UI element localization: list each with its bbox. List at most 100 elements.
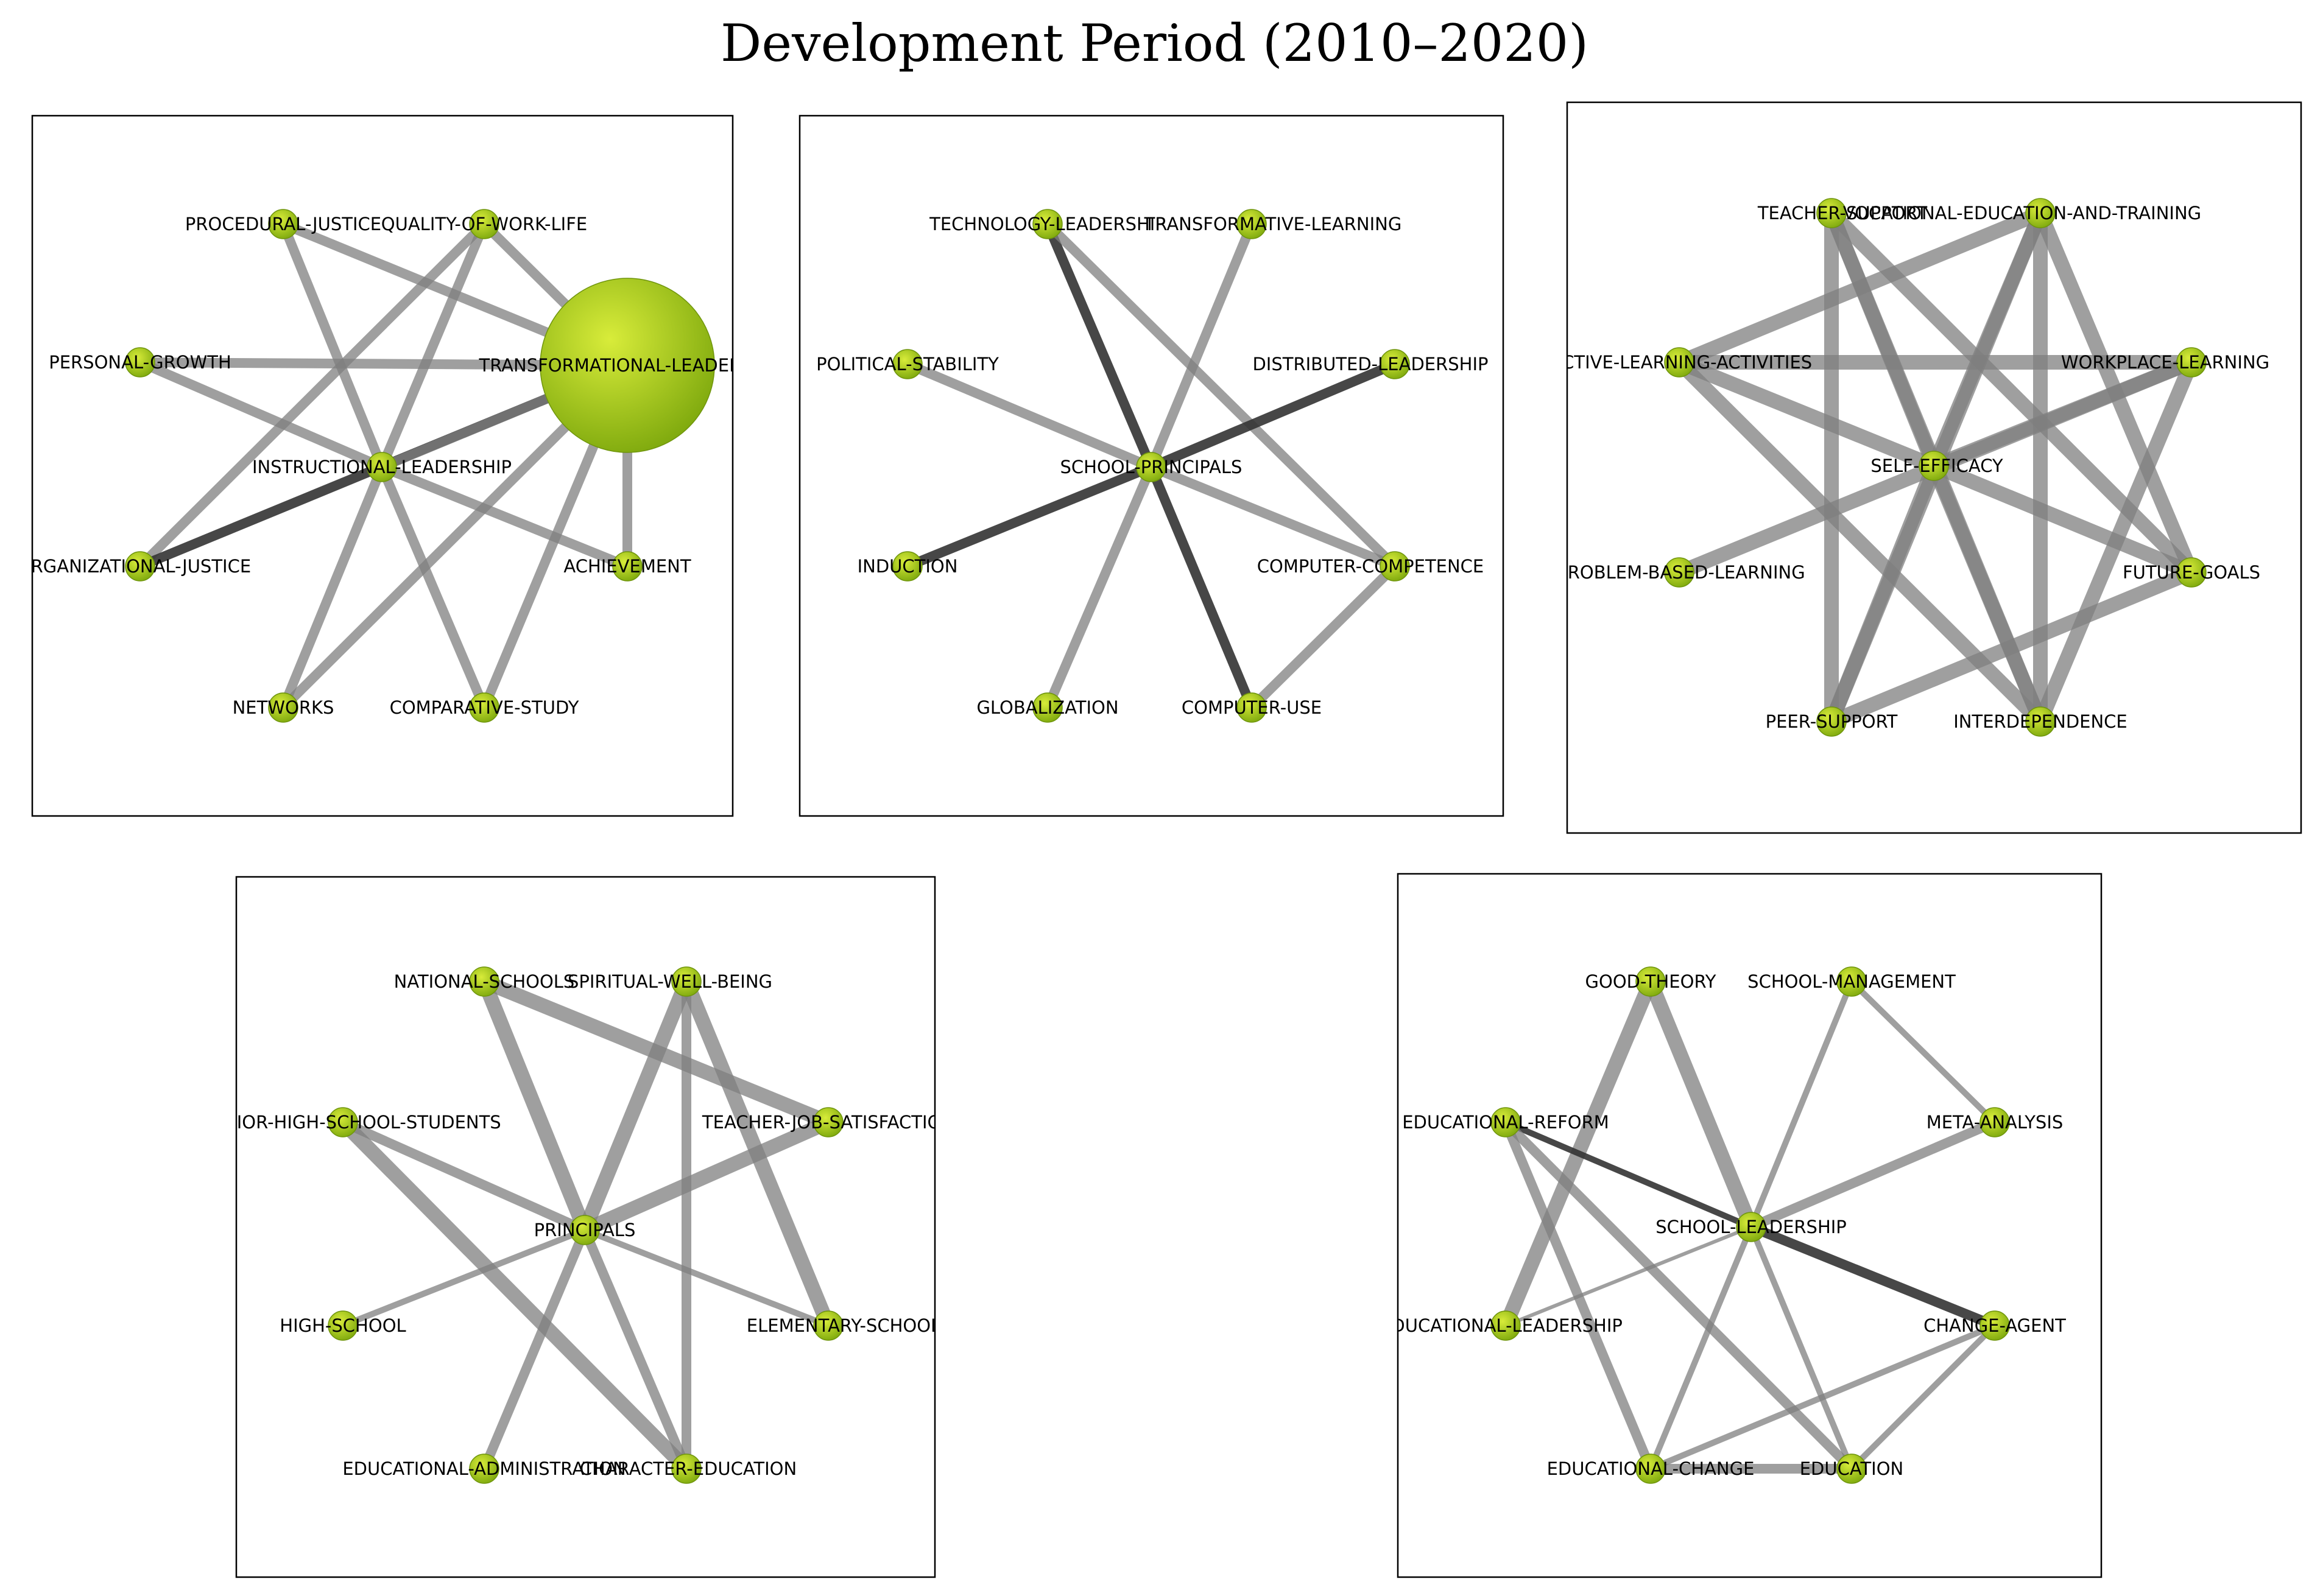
node-n4[interactable] (540, 278, 715, 453)
edge-m5-m7 (1149, 462, 1397, 571)
node-label: NATIONAL-SCHOOLS (394, 971, 575, 992)
edge-k5-k7 (1931, 459, 2194, 580)
edge-m7-m9 (1248, 563, 1398, 711)
node-label: VOCATIONAL-EDUCATION-AND-TRAINING (1843, 203, 2201, 223)
node-p9[interactable] (671, 1454, 702, 1484)
node-label: INDUCTION (858, 556, 958, 577)
node-label: ELEMENTARY-SCHOOL (747, 1315, 940, 1336)
node-p2[interactable] (671, 966, 702, 997)
node-label: CHARACTER-EDUCATION (580, 1458, 797, 1479)
node-label: PERSONAL-GROWTH (49, 352, 231, 373)
edge-q4-q5 (1749, 1117, 1997, 1232)
node-q8[interactable] (1635, 1454, 1666, 1484)
node-k4[interactable] (2176, 347, 2207, 378)
node-label: EDUCATIONAL-ADMINISTRATION (342, 1458, 626, 1479)
node-n6[interactable] (125, 551, 155, 582)
network-panel-cluster-3: TEACHER-SUPPORTVOCATIONAL-EDUCATION-AND-… (1566, 101, 2302, 834)
edge-n3-n5 (138, 357, 384, 472)
node-m3[interactable] (892, 349, 923, 379)
node-label: JUNIOR-HIGH-SCHOOL-STUDENTS (204, 1112, 501, 1133)
node-label: PROCEDURAL-JUSTICE (185, 214, 381, 234)
edge-n2-n5 (377, 222, 489, 469)
edge-m4-m5 (1149, 359, 1397, 472)
node-q9[interactable] (1836, 1454, 1867, 1484)
node-label: TRANSFORMATIONAL-LEADERSHIP (478, 355, 781, 376)
node-q6[interactable] (1490, 1310, 1521, 1341)
node-label: INSTRUCTIONAL-LEADERSHIP (252, 457, 512, 477)
node-q1[interactable] (1635, 966, 1666, 997)
node-p3[interactable] (328, 1107, 358, 1137)
node-label: SCHOOL-LEADERSHIP (1655, 1217, 1847, 1237)
node-label: TRANSFORMATIVE-LEARNING (1144, 214, 1402, 234)
edge-q2-q5 (1748, 980, 1855, 1228)
node-n7[interactable] (612, 551, 643, 582)
node-n9[interactable] (469, 692, 499, 723)
node-k2[interactable] (2025, 198, 2056, 228)
node-q2[interactable] (1836, 966, 1867, 997)
edge-p5-p6 (342, 1227, 586, 1329)
edge-n5-n9 (377, 465, 489, 710)
node-k5[interactable] (1919, 451, 1949, 481)
node-k7[interactable] (2176, 557, 2207, 588)
edge-q7-q8 (1649, 1323, 1996, 1472)
network-panel-cluster-5: GOOD-THEORY SCHOOL-MANAGEMENT EDUCATIONAL-… (1380, 873, 2103, 1578)
node-m7[interactable] (1380, 551, 1410, 582)
node-label: DISTRIBUTED-LEADERSHIP (1252, 354, 1488, 374)
node-k9[interactable] (2025, 706, 2056, 737)
network-panel-cluster-2: TECHNOLOGY-LEADERSHIPTRANSFORMATIVE-LEAR… (798, 114, 1504, 817)
edge-p2-p5 (577, 979, 694, 1233)
node-q4[interactable] (1979, 1107, 2010, 1137)
edge-m5-m8 (1043, 465, 1156, 710)
node-label: PEER-SUPPORT (1766, 711, 1898, 732)
node-m8[interactable] (1032, 692, 1063, 723)
edge-k7-k8 (1828, 565, 2194, 729)
node-n5[interactable] (367, 452, 397, 482)
node-m4[interactable] (1380, 349, 1410, 379)
node-label: WORKPLACE-LEARNING (2061, 352, 2269, 373)
node-p7[interactable] (813, 1310, 844, 1341)
node-q7[interactable] (1979, 1310, 2010, 1341)
node-p4[interactable] (813, 1107, 844, 1137)
node-label: SCHOOL-MANAGEMENT (1747, 971, 1956, 992)
node-m2[interactable] (1236, 209, 1267, 239)
node-n8[interactable] (268, 692, 298, 723)
node-label: EDUCATIONAL-LEADERSHIP (1380, 1315, 1623, 1336)
edge-q7-q9 (1849, 1323, 1997, 1471)
node-p5[interactable] (569, 1215, 600, 1245)
node-label: COMPUTER-USE (1182, 697, 1322, 718)
node-n3[interactable] (125, 347, 155, 378)
edge-m6-m5 (905, 462, 1154, 571)
node-k3[interactable] (1664, 347, 1694, 378)
node-label: NETWORKS (233, 697, 334, 718)
node-m1[interactable] (1032, 209, 1063, 239)
node-m6[interactable] (892, 551, 923, 582)
node-p6[interactable] (328, 1310, 358, 1341)
node-label: EDUCATION (1800, 1458, 1904, 1479)
edge-m1-m5 (1043, 222, 1156, 469)
node-p8[interactable] (469, 1454, 499, 1484)
edge-p1-p5 (477, 979, 592, 1233)
node-q3[interactable] (1490, 1107, 1521, 1137)
edge-q1-q5 (1643, 979, 1758, 1230)
edge-q5-q7 (1749, 1222, 1997, 1331)
edge-n2-n6 (136, 220, 488, 570)
node-label: TEACHER-SUPPORT (1757, 203, 1928, 223)
edge-p3-p9 (337, 1117, 692, 1474)
node-n1[interactable] (268, 209, 298, 239)
network-panel-cluster-1: PROCEDURAL-JUSTICE QUALITY-OF-WORK-LIFE PE… (31, 114, 781, 817)
node-label: SELF-EFFICACY (1870, 455, 2003, 476)
edge-k2-k3 (1676, 206, 2043, 370)
node-k6[interactable] (1664, 557, 1694, 588)
node-p1[interactable] (469, 966, 499, 997)
node-q5[interactable] (1736, 1212, 1766, 1242)
node-m9[interactable] (1236, 692, 1267, 723)
node-label: TECHNOLOGY-LEADERSHIP (929, 214, 1166, 234)
node-k8[interactable] (1816, 706, 1847, 737)
edge-m2-m5 (1146, 222, 1257, 469)
node-m5[interactable] (1136, 452, 1166, 482)
node-n2[interactable] (469, 209, 499, 239)
node-label: EDUCATIONAL-CHANGE (1547, 1458, 1755, 1479)
node-k1[interactable] (1816, 198, 1847, 228)
node-label: EDUCATIONAL-REFORM (1402, 1112, 1609, 1133)
